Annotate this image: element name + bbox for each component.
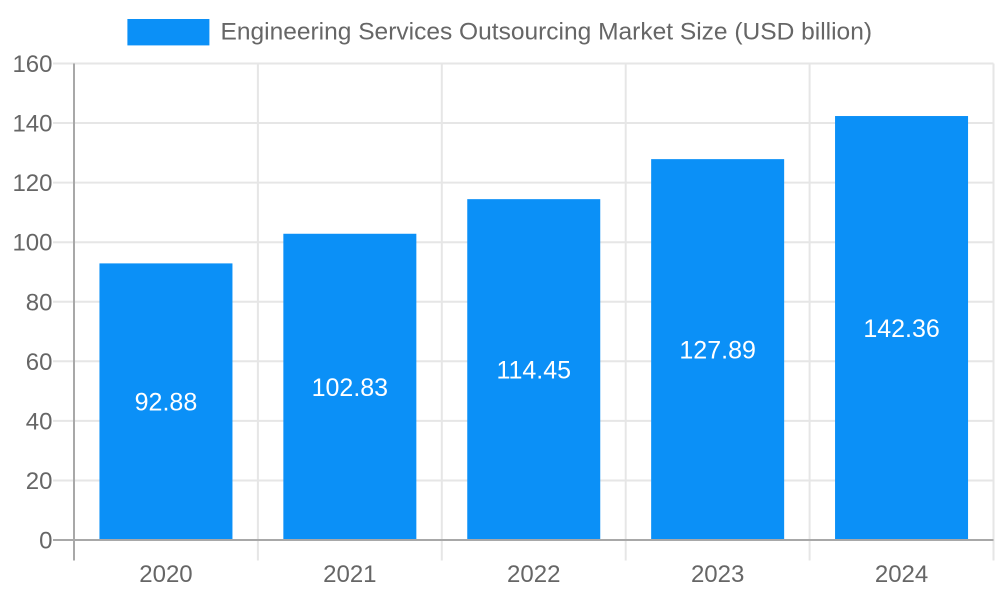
- svg-text:80: 80: [26, 289, 53, 316]
- svg-text:100: 100: [12, 230, 52, 257]
- svg-text:0: 0: [39, 528, 52, 555]
- svg-text:20: 20: [26, 468, 53, 495]
- svg-text:140: 140: [12, 111, 52, 138]
- svg-text:40: 40: [26, 408, 53, 435]
- svg-text:60: 60: [26, 349, 53, 376]
- svg-text:2020: 2020: [139, 561, 192, 588]
- svg-text:2021: 2021: [323, 561, 376, 588]
- svg-text:102.83: 102.83: [312, 374, 388, 402]
- svg-text:127.89: 127.89: [679, 337, 755, 365]
- svg-text:2023: 2023: [691, 561, 744, 588]
- svg-text:92.88: 92.88: [135, 389, 198, 417]
- svg-text:114.45: 114.45: [496, 357, 571, 385]
- svg-text:2022: 2022: [507, 561, 560, 588]
- svg-text:142.36: 142.36: [863, 315, 939, 343]
- svg-text:Engineering Services Outsourci: Engineering Services Outsourcing Market …: [221, 19, 873, 46]
- svg-text:120: 120: [12, 170, 52, 197]
- svg-text:160: 160: [12, 51, 52, 78]
- svg-text:2024: 2024: [875, 561, 928, 588]
